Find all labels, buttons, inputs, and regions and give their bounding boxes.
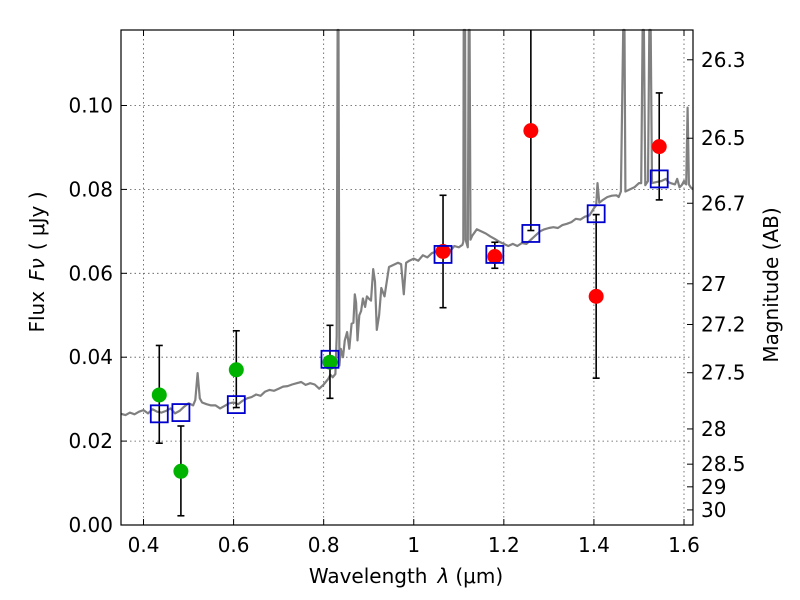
magnitude-tick-label: 27.5 xyxy=(701,361,746,385)
data-point xyxy=(588,288,604,304)
model-point xyxy=(649,169,669,189)
y-tick-label: 0.04 xyxy=(68,345,113,369)
model-points xyxy=(149,169,669,424)
data-point xyxy=(322,354,338,370)
spectrum-line xyxy=(120,28,694,417)
template-spectrum xyxy=(120,28,694,417)
magnitude-tick-label: 26.7 xyxy=(701,191,746,215)
y-axis-label-symbol: Fν xyxy=(25,258,49,281)
y-tick-label: 0.08 xyxy=(68,177,113,201)
x-tick-label: 0.8 xyxy=(308,533,340,557)
photometry-points xyxy=(151,123,667,479)
model-point xyxy=(320,349,340,369)
y-tick-label: 0.10 xyxy=(68,94,113,118)
error-bars xyxy=(155,30,663,517)
magnitude-axis-label: Magnitude (AB) xyxy=(759,207,783,362)
model-point xyxy=(485,245,505,264)
x-axis-label: Wavelength λ (μm) xyxy=(309,564,503,588)
data-point xyxy=(523,123,539,139)
y-axis-label-unit: ( μJy ) xyxy=(25,191,49,250)
data-point xyxy=(151,387,167,403)
model-point xyxy=(586,204,606,224)
data-point xyxy=(173,463,189,479)
x-axis-label-unit: (μm) xyxy=(455,564,503,588)
data-point xyxy=(228,362,244,378)
model-point xyxy=(521,224,541,243)
model-point xyxy=(149,404,169,424)
data-point xyxy=(487,249,503,265)
model-point xyxy=(171,403,191,422)
y-tick-label: 0.06 xyxy=(68,261,113,285)
data-point xyxy=(651,139,667,155)
plot-frame xyxy=(120,29,694,526)
x-tick-label: 1.4 xyxy=(578,533,610,557)
x-tick-label: 1.2 xyxy=(488,533,520,557)
data-point xyxy=(435,243,451,259)
model-point xyxy=(226,395,246,415)
x-tick-label: 1.6 xyxy=(668,533,700,557)
axis-ticks: 0.4 0.6 0.8 1 1.2 1.4 1.6 0.00 0.02 0.04 0.06 0.08 0… xyxy=(68,30,746,557)
x-tick-label: 0.4 xyxy=(128,533,160,557)
y-tick-label: 0.00 xyxy=(68,513,113,537)
x-tick-label: 0.6 xyxy=(218,533,250,557)
y-tick-label: 0.02 xyxy=(68,429,113,453)
magnitude-tick-label: 26.3 xyxy=(701,48,746,72)
magnitude-tick-label: 29 xyxy=(701,475,726,499)
x-tick-label: 1 xyxy=(407,533,420,557)
magnitude-tick-label: 30 xyxy=(701,498,726,522)
x-axis-label-symbol: λ xyxy=(437,564,450,588)
magnitude-tick-label: 26.5 xyxy=(701,126,746,150)
magnitude-tick-label: 27.2 xyxy=(701,312,746,336)
model-point xyxy=(433,245,453,264)
grid xyxy=(121,30,693,526)
x-axis-label-text: Wavelength xyxy=(309,564,428,588)
y-axis-label: Flux Fν ( μJy ) xyxy=(25,191,49,332)
magnitude-tick-label: 28.5 xyxy=(701,452,746,476)
magnitude-tick-label: 27 xyxy=(701,272,726,296)
magnitude-tick-label: 28 xyxy=(701,417,726,441)
y-axis-label-text: Flux xyxy=(25,291,49,333)
